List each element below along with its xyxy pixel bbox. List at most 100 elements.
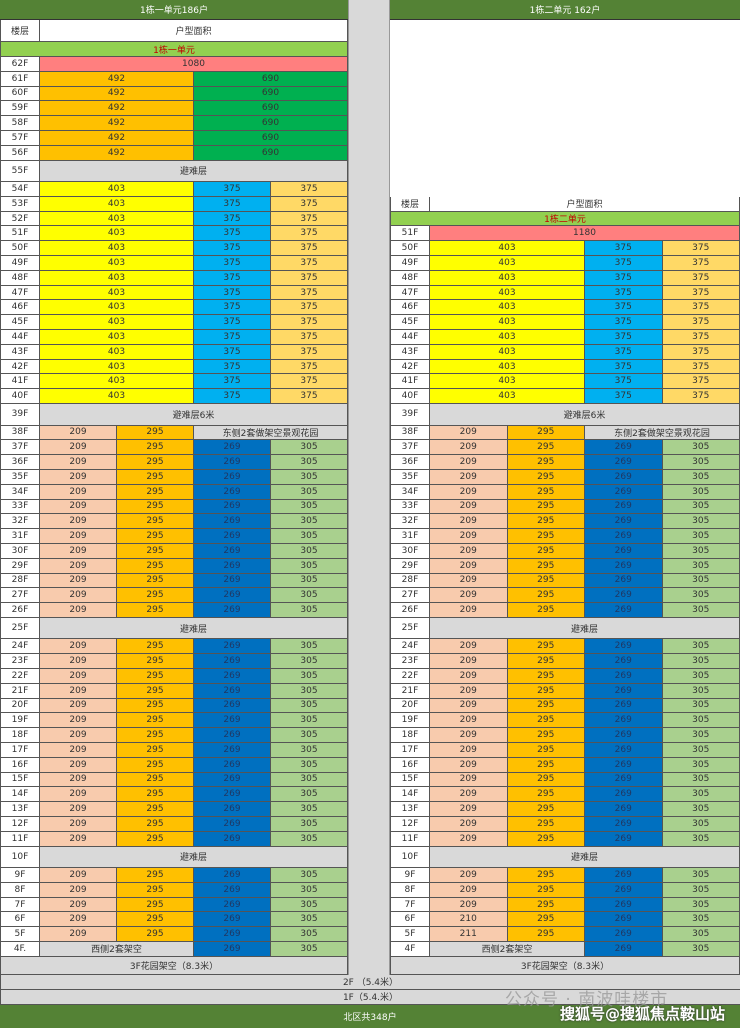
gap-column	[348, 484, 390, 500]
unit-area-cell: 295	[507, 455, 585, 470]
right-unit-cells: 43F 403 375 375	[390, 344, 740, 360]
unit-area-cell: 305	[662, 588, 740, 604]
sohu-watermark: 搜狐号@搜狐焦点鞍山站	[560, 1005, 726, 1023]
unit-area-cell: 305	[271, 757, 348, 773]
unit-area-cell: 209	[40, 683, 117, 699]
floor-label: 56F	[0, 145, 40, 161]
unit-area-cell: 避难层	[430, 617, 740, 640]
unit-area-cell: 375	[194, 285, 271, 301]
table-row: 42F 403 375 375 42F 403 375 375	[0, 359, 740, 375]
table-row: 26F 209 295 269 305 26F 209 295 269 305	[0, 603, 740, 618]
unit-area-cell: 305	[271, 683, 348, 699]
floor-label: 49F	[0, 256, 40, 271]
table-row: 30F 209 295 269 305 30F 209 295 269 305	[0, 543, 740, 559]
unit-area-cell: 403	[430, 330, 585, 345]
floor-label: 52F	[0, 211, 40, 227]
unit-area-cell: 305	[271, 654, 348, 669]
blank-area	[390, 86, 740, 102]
unit-area-cell: 375	[662, 389, 740, 405]
floor-label: 36F	[390, 455, 430, 470]
unit-area-cell: 305	[662, 499, 740, 515]
left-unit-cells: 17F 209 295 269 305	[0, 742, 348, 758]
unit-area-cell: 295	[507, 728, 585, 743]
unit-area-cell: 305	[271, 588, 348, 604]
unit-area-cell: 295	[117, 484, 194, 500]
unit-area-cell: 1080	[40, 57, 348, 72]
unit-area-cell: 269	[194, 912, 271, 928]
floor-label: 19F	[390, 713, 430, 729]
gap-column	[348, 742, 390, 758]
floor-label: 44F	[390, 330, 430, 345]
unit-area-cell: 375	[271, 182, 348, 197]
unit-area-cell: 295	[117, 499, 194, 515]
right-unit-cells: 29F 209 295 269 305	[390, 558, 740, 574]
right-unit-cells: 20F 209 295 269 305	[390, 698, 740, 714]
unit-area-cell: 避难层	[40, 617, 348, 640]
unit-area-cell: 305	[662, 573, 740, 589]
unit-area-cell: 295	[117, 927, 194, 943]
unit-area-cell: 269	[194, 698, 271, 714]
table-row: 16F 209 295 269 305 16F 209 295 269 305	[0, 757, 740, 773]
unit-area-cell: 305	[662, 728, 740, 743]
floor-label: 15F	[0, 772, 40, 788]
table-row: 33F 209 295 269 305 33F 209 295 269 305	[0, 499, 740, 515]
table-row: 36F 209 295 269 305 36F 209 295 269 305	[0, 455, 740, 470]
floor-label: 23F	[0, 654, 40, 669]
unit-area-cell: 375	[585, 389, 663, 405]
unit-area-cell: 375	[194, 330, 271, 345]
right-unit-cells: 17F 209 295 269 305	[390, 742, 740, 758]
unit-area-cell: 403	[40, 211, 194, 227]
blank-area	[390, 71, 740, 87]
unit-area-cell: 305	[662, 816, 740, 832]
floor-label: 23F	[390, 654, 430, 669]
unit-area-cell: 269	[585, 455, 663, 470]
section-headers: 1栋一单元186户 1栋二单元 162户	[0, 0, 740, 20]
floor-label: 30F	[0, 543, 40, 559]
unit-area-cell: 209	[430, 742, 508, 758]
unit-area-cell: 269	[585, 816, 663, 832]
gap-column	[348, 130, 390, 146]
unit-area-cell: 305	[662, 772, 740, 788]
left-unit-cells: 23F 209 295 269 305	[0, 654, 348, 669]
left-unit-cells: 36F 209 295 269 305	[0, 455, 348, 470]
unit-area-cell: 209	[430, 469, 508, 485]
unit-area-cell: 375	[662, 270, 740, 286]
gap-column	[348, 0, 390, 20]
unit-area-cell: 209	[430, 573, 508, 589]
right-unit-cells	[390, 145, 740, 161]
left-unit-cells: 26F 209 295 269 305	[0, 603, 348, 618]
right-unit-cells: 6F 210 295 269 305	[390, 912, 740, 928]
unit-area-cell: 269	[194, 802, 271, 817]
unit-area-cell: 305	[271, 543, 348, 559]
right-unit-cells: 44F 403 375 375	[390, 330, 740, 345]
unit-area-cell: 209	[40, 787, 117, 803]
left-unit-cells: 1栋一单元	[0, 42, 348, 57]
floor-label: 59F	[0, 101, 40, 117]
unit-area-cell: 375	[662, 256, 740, 271]
unit-area-cell: 403	[40, 196, 194, 212]
right-unit-cells: 34F 209 295 269 305	[390, 484, 740, 500]
unit-area-cell: 1180	[430, 226, 740, 242]
unit-area-cell: 305	[662, 603, 740, 618]
right-unit-cells	[390, 20, 740, 42]
floor-label: 21F	[0, 683, 40, 699]
unit-area-cell: 305	[662, 787, 740, 803]
unit-area-cell: 209	[40, 484, 117, 500]
unit-area-cell: 269	[585, 514, 663, 530]
unit-area-cell: 209	[430, 802, 508, 817]
unit-area-cell: 375	[194, 300, 271, 316]
unit-area-cell: 295	[507, 816, 585, 832]
unit-area-cell: 690	[194, 130, 348, 146]
floor-label: 26F	[390, 603, 430, 618]
floor-label: 48F	[390, 270, 430, 286]
floor-label: 楼层	[0, 20, 40, 42]
unit-area-cell: 269	[585, 654, 663, 669]
left-unit-cells: 55F 避难层	[0, 160, 348, 183]
table-row: 35F 209 295 269 305 35F 209 295 269 305	[0, 469, 740, 485]
right-unit-cells: 22F 209 295 269 305	[390, 668, 740, 684]
unit-area-cell: 295	[507, 787, 585, 803]
unit-area-cell: 403	[430, 285, 585, 301]
unit-area-cell: 690	[194, 101, 348, 117]
floor-label: 44F	[0, 330, 40, 345]
unit-area-cell: 305	[271, 558, 348, 574]
